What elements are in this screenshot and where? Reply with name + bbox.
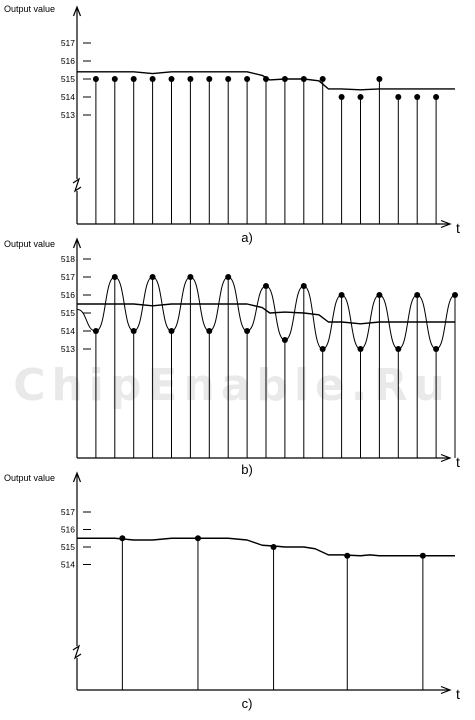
- sample-point: [357, 94, 364, 100]
- y-axis-label: Output value: [4, 4, 55, 14]
- sample-point: [300, 76, 307, 82]
- sample-point: [338, 292, 345, 298]
- x-axis-label: t: [456, 220, 460, 236]
- y-tick-label: 515: [61, 74, 75, 84]
- sample-point: [281, 76, 288, 82]
- y-axis-arrow: [72, 237, 82, 249]
- sample-point: [187, 76, 194, 82]
- axis-break-mark: [72, 644, 82, 660]
- signal-curve: [77, 537, 455, 557]
- panel-label: b): [241, 462, 253, 477]
- sample-point: [319, 76, 326, 82]
- sample-point: [149, 76, 156, 82]
- sample-point: [395, 346, 402, 352]
- sample-point: [149, 274, 156, 280]
- sample-point: [376, 76, 383, 82]
- sample-point: [119, 535, 126, 542]
- sample-point: [300, 283, 307, 289]
- signal-curve: [77, 303, 455, 325]
- sample-point: [92, 328, 99, 334]
- sample-point: [357, 346, 364, 352]
- axis-break-mark: [72, 177, 82, 193]
- sample-point: [452, 292, 458, 298]
- sample-point: [168, 328, 175, 334]
- sample-point: [206, 76, 213, 82]
- y-axis-arrow: [72, 5, 82, 17]
- chart-panel-2: Output value 513 514 515 516 517 518 t b): [4, 237, 460, 477]
- sample-point: [194, 535, 201, 542]
- y-tick-label: 514: [61, 560, 75, 570]
- sample-point: [433, 346, 440, 352]
- sample-point: [433, 94, 440, 100]
- y-tick-label: 517: [61, 38, 75, 48]
- sample-point: [414, 94, 421, 100]
- y-axis-label: Output value: [4, 239, 55, 249]
- sample-point: [111, 76, 118, 82]
- y-tick-label: 513: [61, 110, 75, 120]
- y-tick-label: 515: [61, 542, 75, 552]
- y-axis-arrow: [72, 471, 82, 483]
- y-tick-label: 517: [61, 272, 75, 282]
- sample-point: [92, 76, 99, 82]
- chart-panel-1: Output value 513 514 515 516 517 t a): [4, 4, 460, 245]
- y-tick-label: 515: [61, 308, 75, 318]
- y-tick-label: 514: [61, 326, 75, 336]
- sample-point: [168, 76, 175, 82]
- sample-point: [414, 292, 421, 298]
- sample-point: [244, 328, 251, 334]
- x-axis-arrow: [440, 453, 452, 463]
- y-tick-label: 513: [61, 344, 75, 354]
- sample-point: [263, 76, 269, 82]
- y-tick-label: 514: [61, 92, 75, 102]
- sample-point: [111, 274, 118, 280]
- y-tick-label: 518: [61, 254, 75, 264]
- sample-point: [281, 337, 288, 343]
- sample-point: [225, 76, 232, 82]
- sample-point: [130, 328, 137, 334]
- sample-point: [187, 274, 194, 280]
- y-tick-label: 516: [61, 525, 75, 535]
- sample-point: [206, 328, 213, 334]
- sample-point: [376, 292, 383, 298]
- panel-label: a): [241, 230, 253, 245]
- y-tick-label: 516: [61, 56, 75, 66]
- y-tick-label: 516: [61, 290, 75, 300]
- sample-point: [319, 346, 326, 352]
- sample-point: [344, 552, 351, 559]
- signal-curve: [77, 71, 455, 91]
- panel-label: c): [242, 696, 253, 711]
- x-axis-arrow: [440, 219, 452, 229]
- sample-point: [338, 94, 345, 100]
- sample-point: [244, 76, 251, 82]
- sample-point: [395, 94, 402, 100]
- x-axis-arrow: [440, 685, 452, 695]
- chart-panel-3: Output value 514 515 516 517 t c): [4, 471, 460, 711]
- sample-point: [130, 76, 137, 82]
- sample-point: [263, 283, 269, 289]
- y-tick-label: 517: [61, 507, 75, 517]
- x-axis-label: t: [456, 454, 460, 470]
- y-axis-label: Output value: [4, 473, 55, 483]
- x-axis-label: t: [456, 686, 460, 702]
- sample-point: [225, 274, 232, 280]
- watermark-text: ChipEnable.Ru: [13, 360, 451, 411]
- sample-point: [419, 552, 426, 559]
- sample-point: [270, 544, 277, 550]
